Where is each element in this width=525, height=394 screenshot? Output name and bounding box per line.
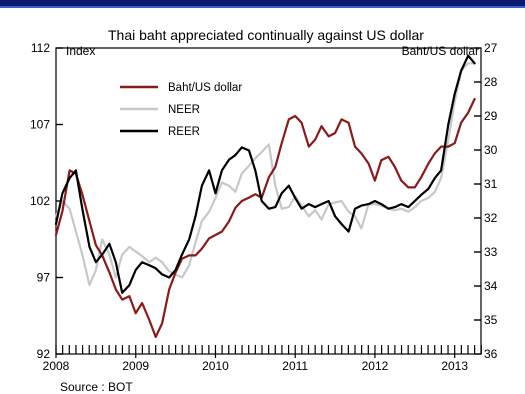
x-tick-label: 2008 (43, 359, 70, 373)
right-tick-label: 33 (484, 245, 498, 259)
plot-frame (55, 47, 482, 355)
series-lines (54, 54, 476, 339)
x-tick-label: 2010 (202, 359, 229, 373)
right-tick-label: 30 (484, 143, 498, 157)
header-band (0, 0, 525, 22)
left-tick-label: 92 (37, 347, 51, 361)
legend-label: REER (168, 126, 200, 138)
right-tick-label: 32 (484, 211, 498, 225)
right-tick-label: 29 (484, 109, 498, 123)
left-axis-ticks: 92 97 102 107 112 (30, 41, 63, 361)
x-tick-label: 2011 (282, 359, 308, 373)
right-tick-label: 27 (484, 41, 498, 55)
left-tick-label: 102 (30, 194, 50, 208)
x-tick-label: 2013 (441, 359, 468, 373)
legend-label: NEER (168, 104, 200, 116)
series-line-neer (54, 62, 476, 287)
legend-label: Baht/US dollar (168, 82, 242, 94)
legend: Baht/US dollar NEER REER (120, 82, 242, 138)
right-tick-label: 28 (484, 75, 498, 89)
left-tick-label: 112 (31, 41, 50, 55)
left-tick-label: 97 (37, 271, 51, 285)
right-tick-label: 36 (484, 347, 498, 361)
left-axis-label: Index (66, 44, 95, 58)
series-line-reer (54, 54, 476, 294)
right-tick-label: 35 (484, 313, 498, 327)
left-tick-label: 107 (30, 118, 50, 132)
x-tick-label: 2012 (362, 359, 389, 373)
chart-title: Thai baht appreciated continually agains… (108, 27, 424, 43)
right-tick-label: 31 (484, 177, 498, 191)
right-tick-label: 34 (484, 279, 498, 293)
source-note: Source : BOT (60, 380, 133, 394)
header-band-dark (0, 0, 525, 6)
x-axis-ticks: 2008 2009 2010 2011 2012 2013 (43, 345, 482, 373)
x-tick-label: 2009 (122, 359, 149, 373)
header-band-rule (0, 6, 525, 8)
series-line-baht-us-dollar (54, 97, 476, 339)
right-axis-ticks: 27 28 29 30 31 32 33 34 35 36 (474, 41, 498, 361)
